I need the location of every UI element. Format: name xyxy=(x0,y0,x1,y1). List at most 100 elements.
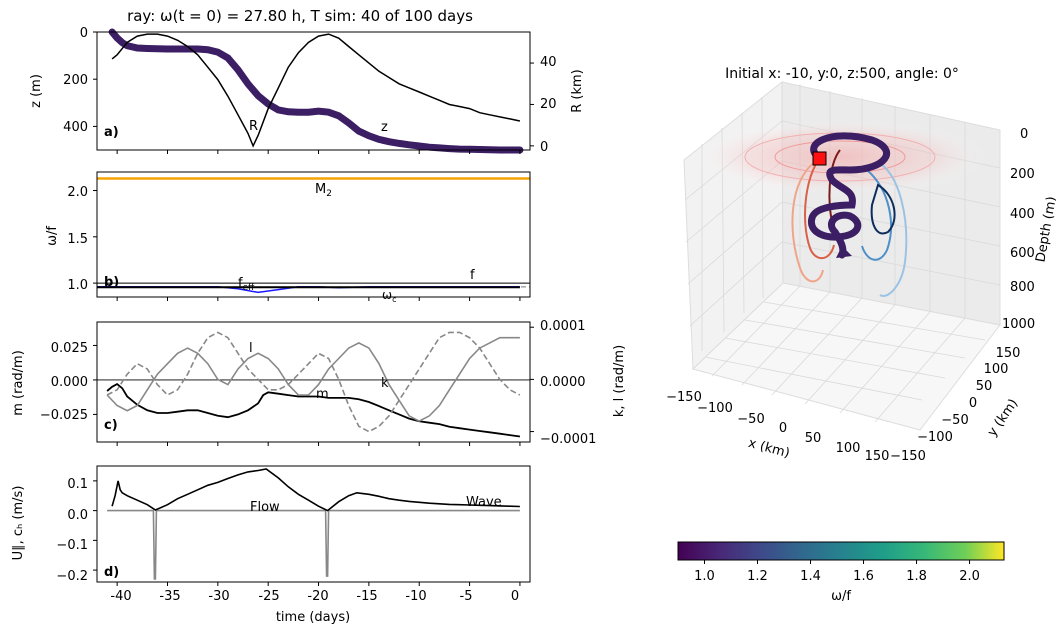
x-tick-label-8: 0 xyxy=(511,589,519,604)
colorbar-label: ω/f xyxy=(831,589,851,604)
x3d-tick-50: 50 xyxy=(805,431,822,446)
panel-b-ylabel: ω/f xyxy=(45,226,60,246)
panel-c: c) l m k m (rad/m) k, l (rad/m) −0.025 0… xyxy=(11,319,627,447)
3d-contour-blue xyxy=(861,169,892,261)
x3d-tick-n50: −50 xyxy=(737,412,764,427)
panel-a-plot xyxy=(93,28,534,154)
panel-e-subtitle: Initial x: -10, y:0, z:500, angle: 0° xyxy=(725,66,959,82)
colorbar-tick-label: 1.4 xyxy=(800,569,821,584)
panel-a-ytick-400: 400 xyxy=(63,120,88,135)
panel-c-ylabel-left: m (rad/m) xyxy=(11,350,26,416)
series-k-line xyxy=(106,331,521,433)
panel-a-annotation-z: z xyxy=(381,120,388,135)
panel-b-label-f: f xyxy=(470,268,475,283)
panel-c-ytick-pos: 0.025 xyxy=(51,341,88,356)
panel-c-annotation-m: m xyxy=(316,387,329,402)
x-axis-label: time (days) xyxy=(276,610,350,625)
z-tick-600: 600 xyxy=(1010,246,1035,261)
panel-d-frame xyxy=(96,465,531,583)
x3d-tick-150: 150 xyxy=(865,449,890,464)
panel-b-frame xyxy=(96,171,531,298)
panel-a-ytick-0: 0 xyxy=(80,26,88,41)
panel-d-ytick-n02: −0.2 xyxy=(56,569,88,584)
x-tick-label-6: -10 xyxy=(405,589,426,604)
z-tick-200: 200 xyxy=(1010,167,1035,182)
panel-c-plot xyxy=(93,326,534,446)
panel-c-rtick-zero: 0.0000 xyxy=(540,375,586,390)
z-axis-label: Depth (m) xyxy=(1033,195,1056,263)
panel-a: a) R z z (m) R (km) 0 200 400 0 20 40 xyxy=(29,26,585,155)
colorbar-tick-label: 1.2 xyxy=(747,569,768,584)
y3d-axis-label: y (km) xyxy=(985,396,1021,439)
panel-b-label-m2: M2 xyxy=(315,182,332,199)
colorbar-tick-label: 1.6 xyxy=(853,569,874,584)
panel-b-ytick-15: 1.5 xyxy=(67,232,88,247)
colorbar-ticks: 1.0 1.2 1.4 1.6 1.8 2.0 xyxy=(694,560,980,584)
y3d-tick-150: 150 xyxy=(996,346,1021,361)
colorbar-tick-label: 2.0 xyxy=(959,569,980,584)
panel-d-annotation-wave: Wave xyxy=(466,495,502,510)
panel-d: d) Flow Wave U∥, cₕ (m/s) 0.1 0.0 −0.1 −… xyxy=(11,465,531,625)
panel-b-ytick-1: 1.0 xyxy=(67,278,88,293)
x3d-tick-0: 0 xyxy=(779,421,787,436)
panel-d-ytick-01: 0.1 xyxy=(67,477,88,492)
panel-a-rtick-0: 0 xyxy=(540,140,548,155)
panel-c-ytick-neg: −0.025 xyxy=(40,408,88,423)
3d-ray-end-marker xyxy=(836,246,852,258)
z-tick-400: 400 xyxy=(1010,207,1035,222)
panel-b-plot xyxy=(93,177,530,301)
x-tick-label-3: -25 xyxy=(258,589,279,604)
panel-b-label-wc: ωc xyxy=(382,288,396,304)
panel-c-label: c) xyxy=(104,418,118,433)
panel-d-label: d) xyxy=(104,565,119,580)
series-r-line xyxy=(111,33,521,148)
3d-contour-salmon xyxy=(791,161,824,283)
colorbar-tick-label: 1.0 xyxy=(694,569,715,584)
panel-a-ylabel-left: z (m) xyxy=(29,74,44,108)
panel-c-ytick-zero: 0.000 xyxy=(51,375,88,390)
y3d-tick-n100: −100 xyxy=(917,430,953,445)
y3d-tick-n150: −150 xyxy=(890,449,926,464)
panel-c-ylabel-right: k, l (rad/m) xyxy=(612,345,627,417)
panel-c-rtick-neg: −0.0001 xyxy=(540,432,596,447)
x3d-tick-100: 100 xyxy=(836,441,861,456)
y3d-tick-0: 0 xyxy=(969,396,977,411)
panel-e: Initial x: -10, y:0, z:500, angle: 0° xyxy=(666,66,1056,464)
y3d-tick-100: 100 xyxy=(984,362,1009,377)
z-tick-0: 0 xyxy=(1020,127,1028,142)
series-wave-line xyxy=(111,468,520,512)
x3d-tick-n150: −150 xyxy=(666,390,702,405)
x-tick-label-2: -30 xyxy=(208,589,229,604)
panel-a-annotation-r: R xyxy=(249,119,258,134)
3d-contour-red xyxy=(804,151,835,260)
x3d-tick-n100: −100 xyxy=(697,401,733,416)
panel-d-ytick-00: 0.0 xyxy=(67,508,88,523)
3d-contour-lightblue xyxy=(877,161,908,297)
panel-a-ylabel-right: R (km) xyxy=(570,69,585,113)
colorbar: 1.0 1.2 1.4 1.6 1.8 2.0 ω/f xyxy=(677,541,1005,604)
panel-b-label: b) xyxy=(104,275,119,290)
figure-title: ray: ω(t = 0) = 27.80 h, T sim: 40 of 10… xyxy=(127,7,473,25)
y3d-tick-50: 50 xyxy=(976,379,993,394)
panel-c-annotation-k: k xyxy=(381,376,389,391)
y3d-tick-n50: −50 xyxy=(941,413,968,428)
panel-b-label-feff: feff xyxy=(238,276,255,293)
series-l-line xyxy=(106,336,520,423)
panel-d-annotation-flow: Flow xyxy=(250,500,280,515)
panel-a-ytick-200: 200 xyxy=(63,73,88,88)
x-tick-label-1: -35 xyxy=(159,589,180,604)
panel-b: b) ω/f 1.0 1.5 2.0 M2 f feff ωc xyxy=(45,171,531,304)
3d-ray-start-marker xyxy=(812,151,827,166)
series-flow-line xyxy=(107,509,520,580)
x-tick-label-4: -20 xyxy=(307,589,328,604)
series-z-line xyxy=(108,28,524,154)
3d-ray-path xyxy=(807,132,890,259)
panel-a-rtick-20: 20 xyxy=(540,97,557,112)
panel-a-label: a) xyxy=(104,125,119,140)
colorbar-tick-label: 1.8 xyxy=(906,569,927,584)
3d-back-pane xyxy=(781,81,1001,326)
panel-c-annotation-l: l xyxy=(249,341,253,356)
3d-surface-glow xyxy=(690,119,990,195)
series-m-line xyxy=(106,383,521,438)
